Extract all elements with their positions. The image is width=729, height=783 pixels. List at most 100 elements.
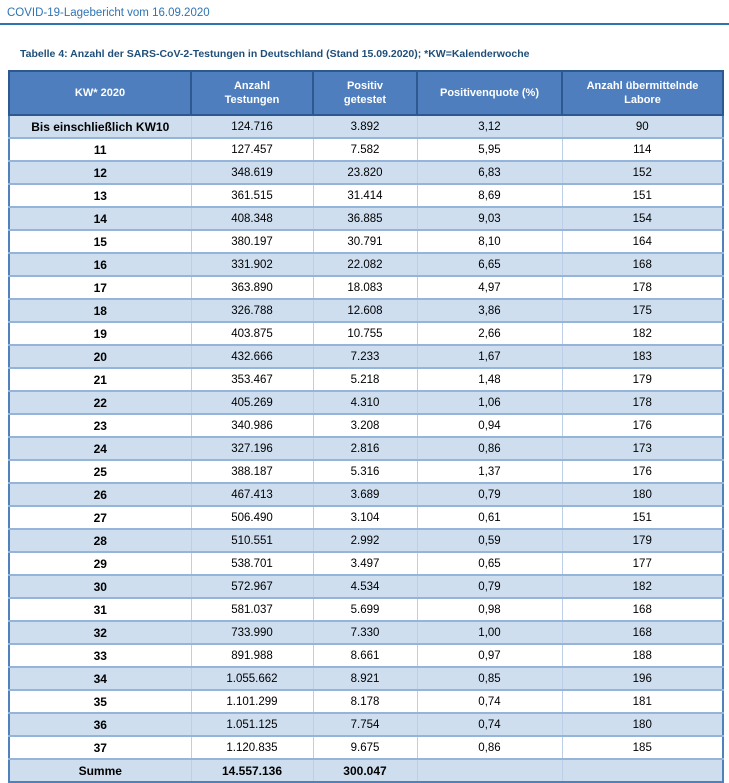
table-row: 14 408.348 36.885 9,03 154 xyxy=(8,206,724,230)
cell-positivenquote: 1,06 xyxy=(416,390,563,414)
cell-positivenquote: 0,85 xyxy=(416,666,563,690)
table-row: 20 432.666 7.233 1,67 183 xyxy=(8,344,724,368)
cell-labore: 90 xyxy=(561,114,724,138)
cell-labore: 180 xyxy=(561,712,724,736)
cell-anzahl-testungen: 891.988 xyxy=(190,643,314,667)
cell-positiv-getestet: 8.178 xyxy=(312,689,418,713)
cell-positiv-getestet: 2.992 xyxy=(312,528,418,552)
cell-anzahl-testungen: 506.490 xyxy=(190,505,314,529)
cell-kw: 11 xyxy=(8,137,192,161)
cell-labore: 168 xyxy=(561,620,724,644)
cell-anzahl-testungen: 326.788 xyxy=(190,298,314,322)
table-header-row: KW* 2020 Anzahl Testungen Positiv getest… xyxy=(8,70,724,116)
table-row: 25 388.187 5.316 1,37 176 xyxy=(8,459,724,483)
cell-summe-label: Summe xyxy=(8,758,192,783)
cell-positivenquote: 3,86 xyxy=(416,298,563,322)
cell-positivenquote: 0,98 xyxy=(416,597,563,621)
table-row: 23 340.986 3.208 0,94 176 xyxy=(8,413,724,437)
cell-kw: 15 xyxy=(8,229,192,253)
cell-positiv-getestet: 2.816 xyxy=(312,436,418,460)
cell-anzahl-testungen: 538.701 xyxy=(190,551,314,575)
cell-positivenquote: 8,69 xyxy=(416,183,563,207)
cell-labore: 177 xyxy=(561,551,724,575)
cell-positiv-getestet: 7.754 xyxy=(312,712,418,736)
cell-positivenquote: 0,79 xyxy=(416,482,563,506)
cell-positiv-getestet: 36.885 xyxy=(312,206,418,230)
cell-positiv-getestet: 31.414 xyxy=(312,183,418,207)
cell-kw: 23 xyxy=(8,413,192,437)
cell-kw: Bis einschließlich KW10 xyxy=(8,114,192,138)
column-header-labore: Anzahl übermittelnde Labore xyxy=(561,70,724,116)
table-caption: Tabelle 4: Anzahl der SARS-CoV-2-Testung… xyxy=(20,48,530,60)
cell-kw: 33 xyxy=(8,643,192,667)
cell-anzahl-testungen: 327.196 xyxy=(190,436,314,460)
cell-kw: 25 xyxy=(8,459,192,483)
cell-positivenquote: 2,66 xyxy=(416,321,563,345)
cell-kw: 14 xyxy=(8,206,192,230)
cell-kw: 35 xyxy=(8,689,192,713)
cell-labore: 164 xyxy=(561,229,724,253)
cell-summe-testungen: 14.557.136 xyxy=(190,758,314,783)
cell-labore: 173 xyxy=(561,436,724,460)
header-rule xyxy=(0,23,729,25)
cell-positivenquote: 6,65 xyxy=(416,252,563,276)
cell-kw: 28 xyxy=(8,528,192,552)
cell-positiv-getestet: 3.104 xyxy=(312,505,418,529)
cell-kw: 21 xyxy=(8,367,192,391)
cell-kw: 19 xyxy=(8,321,192,345)
table-row: 11 127.457 7.582 5,95 114 xyxy=(8,137,724,161)
cell-positiv-getestet: 3.497 xyxy=(312,551,418,575)
cell-positivenquote: 0,59 xyxy=(416,528,563,552)
cell-positiv-getestet: 7.582 xyxy=(312,137,418,161)
cell-anzahl-testungen: 1.055.662 xyxy=(190,666,314,690)
cell-positivenquote: 4,97 xyxy=(416,275,563,299)
cell-positiv-getestet: 8.921 xyxy=(312,666,418,690)
cell-anzahl-testungen: 408.348 xyxy=(190,206,314,230)
cell-positivenquote: 0,65 xyxy=(416,551,563,575)
cell-positiv-getestet: 4.534 xyxy=(312,574,418,598)
cell-anzahl-testungen: 405.269 xyxy=(190,390,314,414)
cell-anzahl-testungen: 1.120.835 xyxy=(190,735,314,759)
cell-anzahl-testungen: 510.551 xyxy=(190,528,314,552)
cell-labore: 180 xyxy=(561,482,724,506)
table-row: 12 348.619 23.820 6,83 152 xyxy=(8,160,724,184)
cell-kw: 37 xyxy=(8,735,192,759)
cell-labore: 151 xyxy=(561,183,724,207)
cell-summe-positivenquote xyxy=(416,758,563,783)
cell-kw: 32 xyxy=(8,620,192,644)
cell-positivenquote: 1,00 xyxy=(416,620,563,644)
cell-kw: 18 xyxy=(8,298,192,322)
cell-anzahl-testungen: 380.197 xyxy=(190,229,314,253)
cell-labore: 176 xyxy=(561,413,724,437)
cell-labore: 168 xyxy=(561,597,724,621)
cell-positivenquote: 1,37 xyxy=(416,459,563,483)
cell-anzahl-testungen: 124.716 xyxy=(190,114,314,138)
cell-labore: 182 xyxy=(561,574,724,598)
cell-anzahl-testungen: 733.990 xyxy=(190,620,314,644)
cell-kw: 31 xyxy=(8,597,192,621)
cell-labore: 178 xyxy=(561,275,724,299)
cell-kw: 20 xyxy=(8,344,192,368)
cell-kw: 13 xyxy=(8,183,192,207)
cell-kw: 36 xyxy=(8,712,192,736)
cell-anzahl-testungen: 353.467 xyxy=(190,367,314,391)
cell-anzahl-testungen: 388.187 xyxy=(190,459,314,483)
cell-labore: 196 xyxy=(561,666,724,690)
cell-positiv-getestet: 3.208 xyxy=(312,413,418,437)
cell-kw: 27 xyxy=(8,505,192,529)
table-row: 18 326.788 12.608 3,86 175 xyxy=(8,298,724,322)
cell-labore: 154 xyxy=(561,206,724,230)
cell-labore: 188 xyxy=(561,643,724,667)
cell-positivenquote: 1,48 xyxy=(416,367,563,391)
cell-positiv-getestet: 3.689 xyxy=(312,482,418,506)
cell-labore: 175 xyxy=(561,298,724,322)
cell-anzahl-testungen: 1.051.125 xyxy=(190,712,314,736)
table-row: 16 331.902 22.082 6,65 168 xyxy=(8,252,724,276)
table-row: 27 506.490 3.104 0,61 151 xyxy=(8,505,724,529)
table-row: 31 581.037 5.699 0,98 168 xyxy=(8,597,724,621)
document-header-text: COVID-19-Lagebericht vom 16.09.2020 xyxy=(7,7,210,19)
cell-positiv-getestet: 5.316 xyxy=(312,459,418,483)
cell-labore: 179 xyxy=(561,367,724,391)
cell-summe-labore xyxy=(561,758,724,783)
